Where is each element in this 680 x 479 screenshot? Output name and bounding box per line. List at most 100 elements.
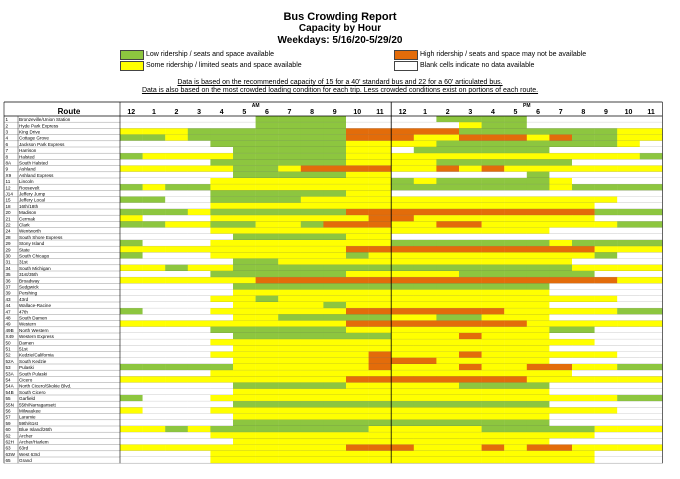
crowding-cell	[391, 128, 414, 135]
crowding-cell	[413, 326, 437, 334]
crowding-cell	[323, 258, 347, 265]
crowding-cell	[481, 450, 505, 458]
crowding-cell	[165, 320, 188, 327]
route-number: 57	[6, 415, 12, 420]
crowding-cell	[526, 289, 550, 296]
crowding-cell	[120, 295, 143, 303]
legend-swatch-some	[120, 60, 144, 71]
crowding-cell	[436, 326, 460, 334]
crowding-cell	[504, 438, 527, 445]
crowding-cell	[142, 376, 166, 383]
crowding-cell	[572, 302, 595, 309]
crowding-cell	[481, 326, 505, 334]
crowding-cell	[459, 147, 482, 154]
hour-header: 4	[491, 109, 495, 116]
crowding-cell	[413, 227, 437, 234]
crowding-cell	[413, 426, 437, 433]
crowding-cell	[368, 215, 392, 222]
crowding-cell	[391, 413, 414, 420]
crowding-cell	[165, 333, 188, 340]
crowding-cell	[617, 277, 640, 284]
crowding-cell	[233, 271, 256, 278]
crowding-cell	[481, 159, 505, 166]
crowding-cell	[526, 432, 550, 439]
crowding-cell	[210, 271, 234, 278]
crowding-cell	[210, 444, 234, 451]
crowding-cell	[504, 221, 527, 228]
crowding-cell	[323, 202, 347, 210]
hour-header: 2	[446, 109, 450, 116]
route-number: 50	[6, 340, 12, 345]
crowding-cell	[323, 450, 347, 458]
crowding-cell	[255, 171, 279, 179]
crowding-cell	[323, 209, 347, 216]
crowding-cell	[346, 196, 369, 203]
hour-header: 12	[127, 109, 135, 116]
crowding-cell	[549, 153, 573, 160]
crowding-cell	[436, 339, 460, 346]
crowding-cell	[594, 401, 618, 408]
crowding-cell	[165, 326, 188, 334]
crowding-cell	[187, 184, 211, 191]
crowding-cell	[504, 252, 527, 259]
route-name: South Shore Express	[19, 235, 63, 240]
crowding-cell	[572, 295, 595, 303]
crowding-cell	[323, 240, 347, 247]
crowding-cell	[142, 258, 166, 265]
crowding-cell	[300, 351, 324, 358]
crowding-cell	[346, 376, 369, 383]
crowding-cell	[481, 153, 505, 160]
crowding-cell	[278, 308, 301, 315]
crowding-cell	[459, 295, 482, 303]
hour-header: 6	[536, 109, 540, 116]
crowding-cell	[300, 116, 324, 123]
crowding-cell	[639, 134, 663, 141]
crowding-cell	[278, 376, 301, 383]
crowding-cell	[120, 413, 143, 420]
crowding-cell	[368, 140, 392, 148]
crowding-cell	[323, 252, 347, 259]
route-name: Laramie	[19, 415, 36, 420]
crowding-cell	[413, 233, 437, 241]
crowding-cell	[504, 134, 527, 141]
crowding-cell	[368, 376, 392, 383]
crowding-cell	[436, 345, 460, 352]
crowding-cell	[210, 426, 234, 433]
crowding-cell	[187, 407, 211, 414]
crowding-cell	[120, 314, 143, 321]
crowding-cell	[120, 444, 143, 451]
crowding-cell	[187, 258, 211, 265]
crowding-cell	[526, 178, 550, 185]
crowding-cell	[300, 401, 324, 408]
crowding-cell	[639, 426, 663, 433]
crowding-cell	[323, 277, 347, 284]
crowding-cell	[639, 351, 663, 358]
crowding-cell	[346, 190, 369, 197]
crowding-cell	[142, 190, 166, 197]
crowding-cell	[594, 233, 618, 241]
crowding-cell	[639, 209, 663, 216]
route-number: 3	[6, 130, 9, 135]
crowding-cell	[436, 196, 460, 203]
crowding-cell	[210, 258, 234, 265]
crowding-cell	[210, 283, 234, 290]
crowding-cell	[300, 357, 324, 365]
crowding-cell	[504, 302, 527, 309]
crowding-cell	[572, 351, 595, 358]
route-number: 24	[6, 229, 12, 234]
crowding-cell	[278, 252, 301, 259]
route-number: 55	[6, 396, 12, 401]
crowding-cell	[459, 302, 482, 309]
crowding-cell	[165, 308, 188, 315]
crowding-cell	[346, 302, 369, 309]
crowding-cell	[368, 165, 392, 172]
crowding-cell	[391, 382, 414, 389]
crowding-cell	[278, 283, 301, 290]
crowding-cell	[572, 308, 595, 315]
crowding-cell	[210, 159, 234, 166]
crowding-cell	[391, 326, 414, 334]
crowding-cell	[233, 382, 256, 389]
crowding-cell	[526, 153, 550, 160]
crowding-cell	[617, 184, 640, 191]
crowding-cell	[391, 308, 414, 315]
